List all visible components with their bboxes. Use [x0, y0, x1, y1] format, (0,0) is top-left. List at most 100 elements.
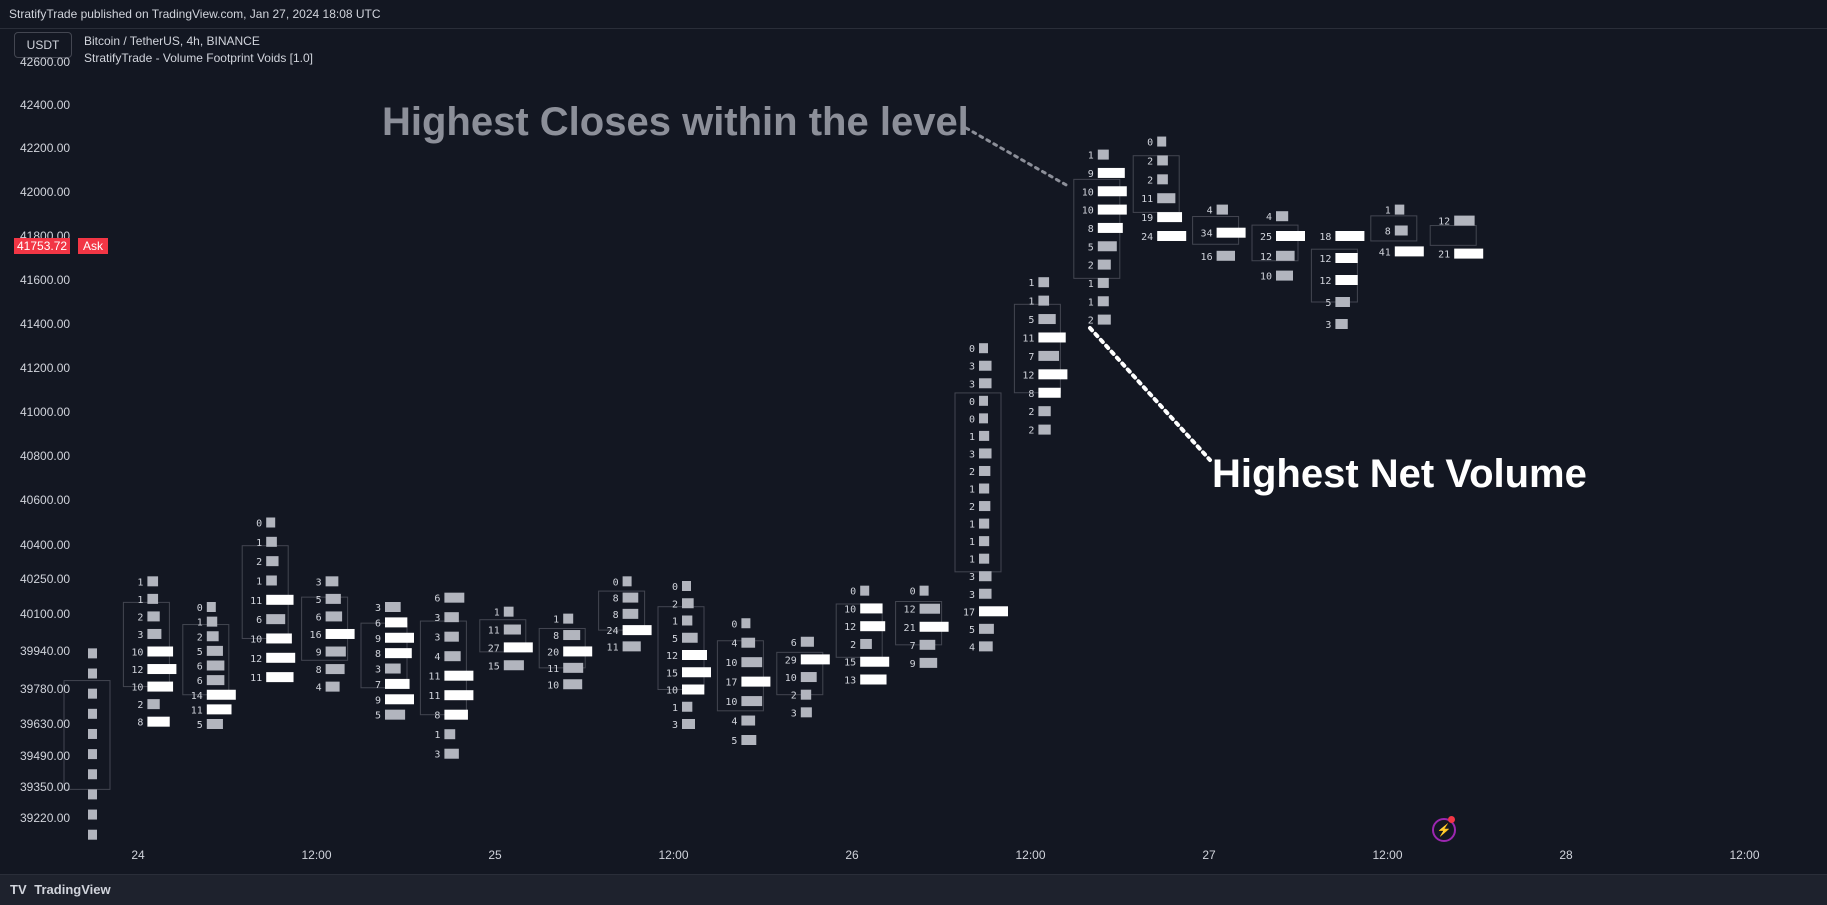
volume-label: 8 — [316, 665, 322, 676]
volume-bar — [1097, 241, 1117, 252]
volume-bar — [206, 689, 236, 700]
time-tick-label: 27 — [1202, 848, 1216, 862]
volume-label: 1 — [969, 537, 975, 548]
volume-bar — [1276, 211, 1289, 222]
volume-label: 4 — [969, 642, 975, 653]
volume-label: 17 — [963, 607, 975, 618]
volume-label: 2 — [1028, 426, 1034, 437]
volume-bar — [206, 645, 223, 656]
footprint-candle[interactable]: 6 29 10 2 3 — [776, 636, 830, 720]
footprint-candle[interactable]: 4 25 12 10 — [1251, 211, 1305, 283]
volume-label: 6 — [256, 615, 262, 626]
footprint-candle[interactable]: 0 2 2 11 19 24 — [1132, 136, 1187, 243]
indicator-legend[interactable]: StratifyTrade - Volume Footprint Voids [… — [84, 51, 313, 65]
volume-label: 4 — [731, 717, 737, 728]
volume-label: 4 — [731, 639, 737, 650]
volume-label: 21 — [904, 623, 916, 634]
volume-label: 0 — [1147, 138, 1153, 149]
footprint-candle[interactable]: 18 12 12 5 3 — [1310, 231, 1365, 331]
volume-label: 2 — [791, 691, 797, 702]
volume-bar — [1335, 275, 1358, 285]
volume-label: 0 — [731, 619, 737, 630]
footprint-chart[interactable]: 1123101210280125661411501211161012113561… — [0, 0, 1827, 874]
volume-bar — [622, 641, 641, 652]
volume-bar — [444, 748, 459, 759]
time-tick-label: 26 — [845, 848, 859, 862]
volume-bar — [1157, 155, 1168, 166]
volume-label: 8 — [137, 718, 143, 729]
footprint-candle[interactable]: 6 3 3 4 11 11 8 1 3 — [419, 592, 474, 761]
volume-label: 2 — [1088, 316, 1094, 327]
price-tick-label: 39940.00 — [20, 644, 71, 658]
footprint-candle[interactable]: 12 21 — [1429, 215, 1484, 261]
volume-label: 2 — [197, 632, 203, 643]
footprint-candle[interactable]: 1 8 20 11 10 — [538, 613, 593, 692]
volume-label: 16 — [1201, 252, 1213, 263]
footprint-candle[interactable]: 3 5 6 16 9 8 4 — [301, 576, 355, 694]
volume-label: 12 — [844, 622, 856, 633]
volume-bar — [206, 719, 223, 729]
footprint-candle[interactable]: 0 10 12 2 15 13 — [835, 585, 890, 687]
footprint-candle[interactable]: 0 4 10 17 10 4 5 — [716, 618, 771, 747]
volume-bar — [1038, 369, 1068, 380]
volume-bar — [147, 664, 177, 675]
volume-label: 3 — [316, 577, 322, 588]
volume-bar — [266, 575, 277, 586]
volume-bar — [1157, 174, 1168, 185]
volume-label: 12 — [250, 654, 262, 665]
volume-label: 2 — [137, 700, 143, 711]
volume-bar — [1216, 227, 1246, 238]
volume-bar — [1394, 225, 1408, 236]
volume-label: 4 — [434, 652, 440, 663]
volume-label: 12 — [131, 665, 143, 676]
volume-bar — [741, 618, 751, 629]
volume-bar — [266, 633, 292, 644]
volume-label: 1 — [969, 485, 975, 496]
volume-label: 11 — [250, 596, 262, 607]
volume-label: 7 — [1028, 352, 1034, 363]
currency-button[interactable]: USDT — [14, 32, 72, 58]
footprint-candle[interactable]: 1 9 10 10 8 5 2 1 1 2 — [1073, 149, 1127, 327]
ask-tag: Ask — [77, 238, 109, 254]
volume-bar — [682, 581, 691, 591]
volume-bar — [88, 688, 97, 699]
volume-bar — [1097, 222, 1123, 233]
volume-bar — [88, 809, 97, 820]
volume-bar — [444, 729, 456, 740]
footprint-candle[interactable]: 3 6 9 8 3 7 9 5 — [360, 602, 414, 722]
candle-body — [954, 392, 1002, 573]
footprint-candle[interactable]: 0 1 2 5 6 6 14 11 5 — [182, 602, 236, 731]
footprint-candle[interactable]: 0 3 3 0 0 1 3 2 1 2 1 1 1 3 3 17 5 4 — [954, 343, 1008, 653]
volume-label: 3 — [434, 750, 440, 761]
footprint-candle[interactable]: 0 12 21 7 9 — [895, 585, 949, 670]
volume-label: 1 — [672, 703, 678, 714]
footprint-candle[interactable] — [63, 648, 111, 840]
tradingview-logo[interactable]: TV TradingView — [10, 882, 111, 897]
volume-bar — [266, 556, 279, 567]
footprint-candle[interactable]: 4 34 16 — [1192, 204, 1246, 263]
volume-bar — [741, 657, 763, 668]
price-tick-label: 39220.00 — [20, 811, 71, 825]
volume-bar — [88, 829, 97, 840]
volume-label: 3 — [375, 603, 381, 614]
volume-label: 27 — [488, 643, 500, 654]
volume-bar — [325, 593, 341, 604]
candle-body — [776, 651, 824, 696]
alert-bolt-icon[interactable]: ⚡ — [1432, 818, 1456, 842]
volume-label: 2 — [850, 640, 856, 651]
volume-bar — [325, 664, 345, 675]
volume-label: 10 — [725, 658, 737, 669]
volume-label: 0 — [613, 577, 619, 588]
time-tick-label: 12:00 — [1729, 848, 1760, 862]
symbol-legend[interactable]: Bitcoin / TetherUS, 4h, BINANCE — [84, 34, 260, 48]
volume-bar — [88, 769, 97, 780]
volume-bar — [860, 638, 872, 649]
volume-label: 0 — [910, 587, 916, 598]
footprint-candle[interactable]: 0 8 8 24 11 — [598, 576, 652, 653]
